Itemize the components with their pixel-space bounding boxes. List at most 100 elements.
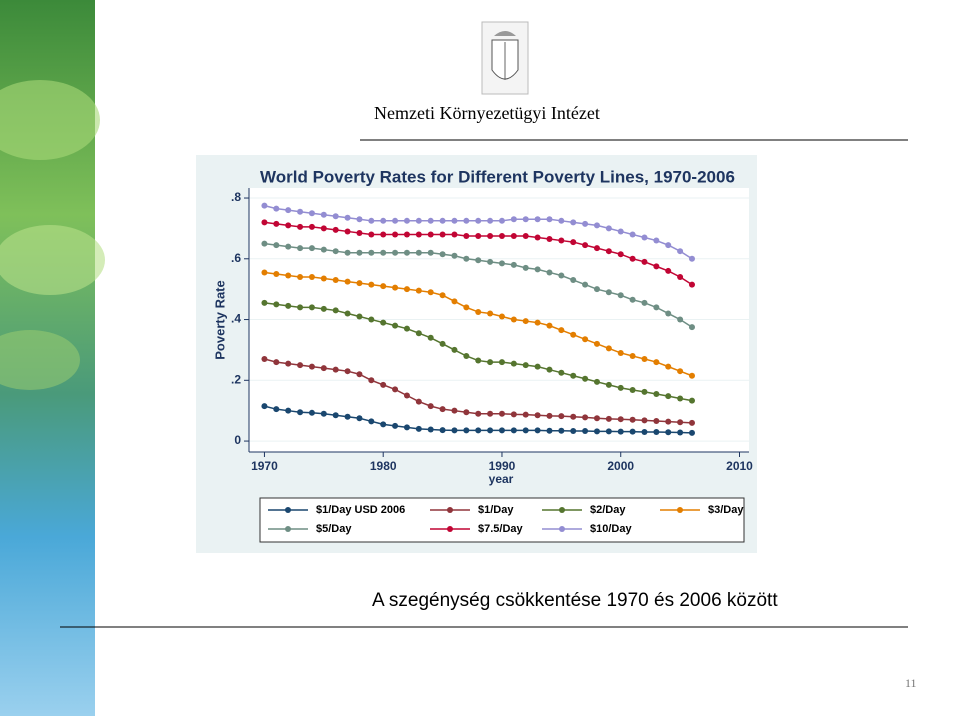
data-point xyxy=(380,249,387,256)
data-point xyxy=(463,255,470,262)
data-point xyxy=(522,233,529,239)
crest xyxy=(481,21,529,95)
data-point xyxy=(273,270,280,277)
data-point xyxy=(463,409,470,416)
data-point xyxy=(558,327,565,334)
data-point xyxy=(498,410,505,417)
data-point xyxy=(570,413,577,420)
data-point xyxy=(427,289,434,296)
data-point xyxy=(297,274,304,281)
data-point xyxy=(582,375,589,382)
data-point xyxy=(368,316,375,323)
data-point xyxy=(617,428,624,435)
data-point xyxy=(641,299,648,306)
data-point xyxy=(344,413,351,420)
data-point xyxy=(368,249,375,256)
legend-marker xyxy=(285,507,291,513)
data-point xyxy=(546,322,553,329)
x-tick-label: 1970 xyxy=(251,459,278,473)
data-point xyxy=(285,407,292,414)
data-point xyxy=(534,266,541,273)
data-point xyxy=(510,233,517,239)
data-point xyxy=(653,428,660,435)
data-point xyxy=(605,289,612,296)
data-point xyxy=(510,427,517,434)
data-point xyxy=(641,417,648,424)
data-point xyxy=(415,398,422,405)
data-point xyxy=(558,427,565,434)
data-point xyxy=(403,231,410,238)
data-point xyxy=(415,249,422,256)
data-point xyxy=(629,353,636,359)
data-point xyxy=(475,357,482,364)
data-point xyxy=(403,392,410,399)
data-point xyxy=(285,207,292,214)
data-point xyxy=(308,274,315,281)
data-point xyxy=(617,384,624,391)
data-point xyxy=(297,304,304,311)
data-point xyxy=(344,310,351,317)
data-point xyxy=(463,304,470,311)
data-point xyxy=(451,217,458,224)
data-point xyxy=(297,362,304,369)
x-tick-label: 2010 xyxy=(726,459,753,473)
legend-label: $2/Day xyxy=(590,504,626,516)
leaf xyxy=(0,225,105,295)
data-point xyxy=(593,340,600,347)
data-point xyxy=(308,245,315,252)
y-axis-label: Poverty Rate xyxy=(212,280,227,359)
data-point xyxy=(546,427,553,434)
data-point xyxy=(641,356,648,363)
data-point xyxy=(368,377,375,384)
data-point xyxy=(605,381,612,388)
data-point xyxy=(356,280,363,287)
data-point xyxy=(368,281,375,288)
data-point xyxy=(677,429,684,436)
data-point xyxy=(487,217,494,224)
data-point xyxy=(285,302,292,309)
data-point xyxy=(665,429,672,436)
data-point xyxy=(368,217,375,224)
data-point xyxy=(308,409,315,416)
data-point xyxy=(688,324,695,331)
data-point xyxy=(593,378,600,385)
data-point xyxy=(605,415,612,422)
legend-marker xyxy=(559,507,565,513)
data-point xyxy=(392,422,399,429)
data-point xyxy=(593,415,600,422)
data-point xyxy=(653,359,660,366)
data-point xyxy=(297,409,304,416)
data-point xyxy=(570,428,577,435)
data-point xyxy=(629,428,636,435)
data-point xyxy=(332,366,339,373)
data-point xyxy=(688,419,695,426)
data-point xyxy=(439,251,446,258)
data-point xyxy=(320,211,327,218)
legend-label: $10/Day xyxy=(590,523,632,535)
data-point xyxy=(261,299,268,306)
data-point xyxy=(320,365,327,372)
data-point xyxy=(392,231,399,238)
data-point xyxy=(475,233,482,239)
legend-marker xyxy=(447,526,453,532)
data-point xyxy=(498,359,505,366)
data-point xyxy=(439,427,446,434)
data-point xyxy=(380,231,387,238)
data-point xyxy=(498,233,505,239)
data-point xyxy=(522,362,529,369)
data-point xyxy=(451,298,458,305)
data-point xyxy=(534,234,541,241)
data-point xyxy=(368,231,375,238)
data-point xyxy=(332,248,339,255)
data-point xyxy=(522,411,529,418)
data-point xyxy=(617,251,624,258)
data-point xyxy=(463,353,470,359)
data-point xyxy=(463,427,470,434)
data-point xyxy=(451,407,458,414)
x-axis-label: year xyxy=(489,472,514,486)
caption: A szegénység csökkentése 1970 és 2006 kö… xyxy=(372,590,778,611)
data-point xyxy=(546,412,553,419)
data-point xyxy=(320,246,327,253)
